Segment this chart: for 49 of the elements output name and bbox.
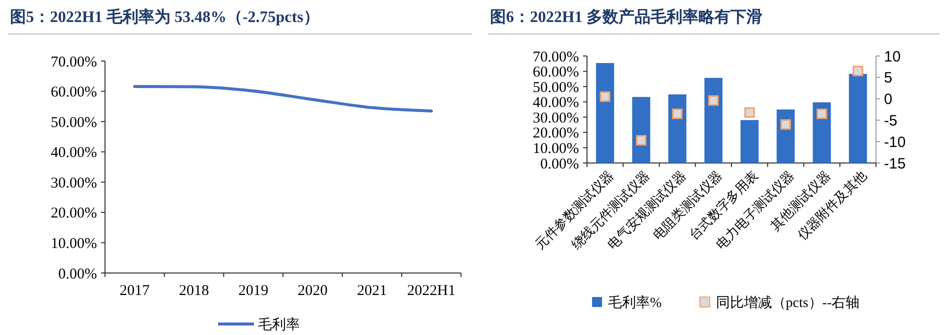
line-series — [133, 84, 433, 112]
bar — [704, 78, 722, 163]
point — [816, 108, 828, 120]
y-tick-label: 10.00% — [532, 140, 579, 157]
y2-tick-label: -15 — [884, 155, 906, 172]
point — [780, 119, 791, 130]
y-tick-label: 0.00% — [540, 156, 579, 172]
point — [600, 91, 610, 102]
bar — [596, 63, 614, 163]
bar — [812, 102, 831, 163]
point — [636, 135, 646, 146]
y2-tick-label: -5 — [884, 112, 898, 130]
legend-label: 毛利率 — [258, 316, 300, 333]
point — [744, 107, 755, 118]
point — [708, 95, 719, 106]
y2-tick-label: 5 — [884, 70, 892, 87]
y2-tick-label: 10 — [884, 48, 901, 66]
y-tick-label: 70.00% — [532, 49, 579, 66]
y2-tick-label: -10 — [884, 134, 906, 151]
point — [672, 108, 683, 120]
y2-tick-label: 0 — [884, 91, 892, 108]
legend-label: 毛利率% — [608, 294, 662, 311]
y-tick-label: 70.00% — [50, 54, 97, 70]
bar — [848, 74, 867, 163]
y-tick-label: 50.00% — [532, 80, 579, 96]
point — [852, 66, 864, 76]
x-tick-label: 2019 — [238, 283, 268, 299]
y-tick-label: 60.00% — [50, 84, 97, 101]
y-tick-label: 20.00% — [532, 126, 579, 142]
y-tick-label: 10.00% — [50, 236, 97, 252]
y-tick-label: 0.00% — [58, 266, 97, 282]
y-tick-label: 20.00% — [50, 206, 97, 222]
chart-title: 图5：2022H1 毛利率为 53.48%（-2.75pcts） — [10, 7, 320, 26]
x-tick-label: 2021 — [357, 283, 387, 299]
x-tick-label: 2018 — [179, 283, 209, 299]
x-tick-label: 2022H1 — [407, 283, 456, 299]
y-tick-label: 40.00% — [50, 145, 97, 162]
y-tick-label: 30.00% — [532, 110, 579, 126]
x-tick-label: 2020 — [298, 283, 328, 299]
y-tick-label: 60.00% — [532, 64, 579, 81]
x-tick-label: 2017 — [120, 283, 150, 299]
legend-label: 同比增减（pcts）--右轴 — [716, 294, 860, 311]
y-tick-label: 30.00% — [50, 175, 97, 192]
bar — [668, 94, 686, 163]
y-tick-label: 40.00% — [532, 95, 579, 112]
chart-title: 图6：2022H1 多数产品毛利率略有下滑 — [490, 7, 762, 26]
y-tick-label: 50.00% — [50, 114, 97, 131]
bar — [632, 96, 650, 163]
bar — [740, 120, 759, 163]
